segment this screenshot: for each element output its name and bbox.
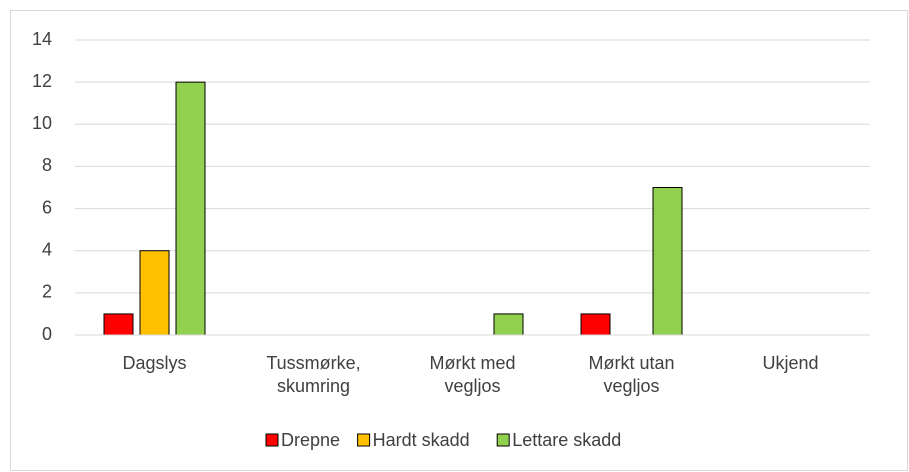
y-tick-label: 8: [42, 155, 52, 175]
legend-label: Drepne: [281, 430, 340, 450]
y-tick-label: 12: [32, 71, 52, 91]
y-tick-label: 2: [42, 282, 52, 302]
bar: [175, 81, 206, 336]
y-tick-label: 10: [32, 113, 52, 133]
legend-swatch: [496, 433, 510, 447]
legend-label: Hardt skadd: [373, 430, 470, 450]
legend-swatch: [357, 433, 371, 447]
legend-label: Lettare skadd: [512, 430, 621, 450]
bar: [580, 313, 611, 336]
x-tick-label: Dagslys: [122, 353, 186, 373]
bar: [103, 313, 134, 336]
bar: [652, 187, 683, 336]
x-tick-label: Ukjend: [762, 353, 818, 373]
y-tick-label: 6: [42, 197, 52, 217]
x-tick-label: Mørkt med vegljos: [429, 353, 515, 396]
legend-swatch: [265, 433, 279, 447]
bar: [493, 313, 524, 336]
x-tick-label: Mørkt utan vegljos: [588, 353, 674, 396]
y-tick-label: 14: [32, 29, 52, 49]
y-tick-label: 0: [42, 324, 52, 344]
chart-border: [10, 10, 908, 471]
y-tick-label: 4: [42, 239, 52, 259]
bar: [139, 250, 170, 336]
x-tick-label: Tussmørke, skumring: [266, 353, 360, 396]
